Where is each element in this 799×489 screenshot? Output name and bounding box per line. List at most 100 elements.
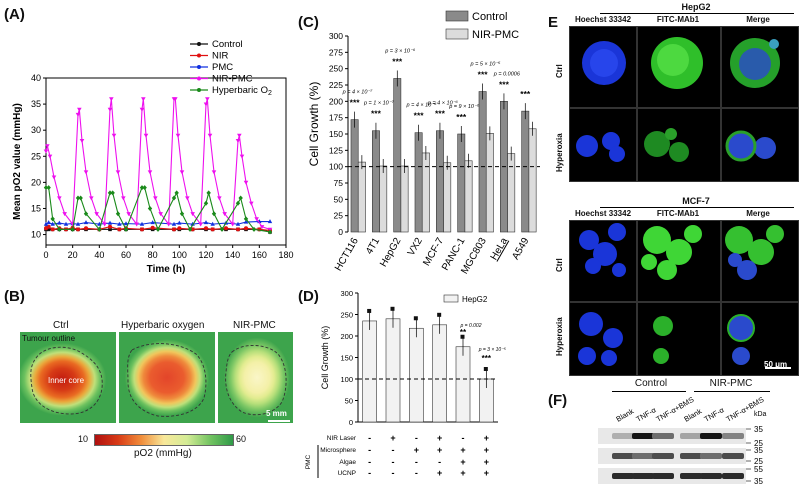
legend-label-nir-pmc: NIR-PMC [472,29,519,41]
point-hyperbaric [123,226,129,232]
colorbar [94,434,234,446]
heatmap-nir-pmc [218,332,293,423]
mw-label: 35 [754,425,763,434]
x-tick-label-a: 140 [225,250,240,260]
point-pmc [190,221,195,226]
e-row-hyperoxia-2: Hyperoxia [555,317,564,356]
treatment-row-label: NIR Laser [327,435,357,442]
significance-stars-d: *** [482,354,492,363]
legend-swatch-nir-pmc [445,28,469,40]
data-point-d [483,367,488,371]
point-nir-pmc [121,196,126,201]
microscopy-cells [576,37,791,369]
label-inner-core: Inner core [48,376,85,385]
point-nir-pmc [211,170,217,175]
treatment-sign: + [484,457,489,467]
e-col-merge: Merge [746,15,770,24]
point-hyperbaric [179,211,185,217]
y-tick-label-c: 125 [329,145,343,155]
point-hyperbaric [142,185,147,191]
label-tumour-outline: Tumour outline [22,334,76,343]
point-nir [236,227,240,232]
point-nir-pmc [207,133,213,138]
point-pmc [83,220,89,225]
point-hyperbaric [251,226,257,232]
point-nir-pmc [259,225,265,230]
legend-label-a: PMC [212,62,233,73]
panel-label-a: (A) [4,6,25,23]
significance-stars-c: *** [478,70,489,80]
colorbar-max: 60 [236,434,247,444]
blot-band [722,433,744,439]
scale-bar-e: 50 μm [764,360,788,369]
point-nir-pmc [77,107,82,112]
point-hyperbaric [187,226,193,232]
point-hyperbaric [203,200,209,206]
chart-d: 0 50 100 150 200 250 300 Cell Growth (%) HepG2 p … [305,289,506,478]
p-value-c: p = 0.0006 [493,71,521,77]
point-nir-pmc [190,212,195,217]
legend-marker-a [197,65,201,69]
legend-label-a: Hyperbaric O2 [212,85,272,97]
point-nir-pmc [134,222,139,227]
treatment-row-label: Microsphere [320,447,356,454]
point-nir [150,225,155,230]
point-nir-pmc [205,97,210,102]
e-col-fitc-2: FITC-MAb1 [656,209,700,218]
point-pmc [235,221,241,226]
treatment-sign: - [392,445,395,455]
treatment-sign: + [437,433,442,443]
point-hyperbaric [115,211,121,217]
point-nir [224,226,228,231]
treatment-sign: + [484,468,489,478]
point-pmc [177,220,182,225]
p-value-c: p = 4 × 10⁻⁶ [406,102,438,109]
blot-band [652,473,674,479]
treatment-sign: - [392,457,395,467]
bar-nir-pmc [400,165,409,233]
point-hyperbaric [107,190,113,196]
point-nir-pmc [143,133,149,138]
label-hyperbaric: Hyperbaric oxygen [121,320,205,331]
colorbar-min: 10 [78,434,89,444]
bar-control [436,130,444,233]
point-nir [177,226,182,231]
lane-label: TNF-α+BMS [725,395,766,424]
y-tick-label-d: 100 [340,375,353,384]
y-tick-label-c: 175 [329,113,343,123]
point-hyperbaric [219,226,225,232]
significance-stars-c: *** [435,109,446,119]
panel-label-c: (C) [298,14,319,31]
point-pmc [50,221,55,226]
p-value-c: p = 4 × 10⁻⁶ [427,100,459,107]
treatment-sign: - [368,445,371,455]
x-tick-label-a: 160 [252,250,267,260]
point-nir-pmc [166,222,171,227]
y-tick-label-a: 20 [31,177,41,187]
point-nir [204,226,208,231]
point-pmc [267,219,273,224]
point-hyperbaric [43,185,49,191]
point-nir-pmc [173,97,178,102]
y-tick-label-c: 200 [329,96,343,106]
treatment-sign: - [392,468,395,478]
e-title-line-2 [600,207,794,208]
point-hyperbaric [174,190,179,196]
bar-control [478,91,487,233]
colorbar-label: pO2 (mmHg) [134,448,192,459]
point-nir-pmc [185,196,190,201]
mw-label: 25 [754,439,763,448]
f-group-line-2 [694,391,770,392]
bar-control [372,130,380,233]
point-hyperbaric [97,226,102,232]
point-control [108,227,112,232]
point-nir [210,227,215,232]
pmc-label: PMC [305,454,312,469]
legend-label-control: Control [472,11,507,23]
x-tick-label-a: 180 [278,250,293,260]
blot-band [700,433,722,439]
panel-label-f: (F) [548,392,568,409]
point-nir-pmc [147,170,153,175]
legend-label-hepg2: HepG2 [462,295,488,304]
e-col-hoechst-2: Hoechst 33342 [574,209,632,218]
